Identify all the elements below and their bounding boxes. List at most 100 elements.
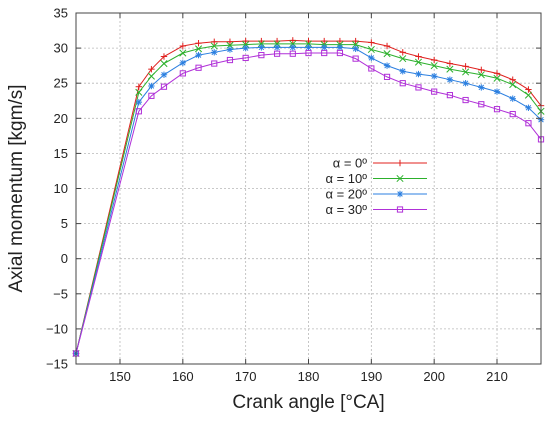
data-point — [135, 88, 143, 96]
y-tick-label: 35 — [54, 6, 68, 21]
legend-entry: α = 30º — [325, 202, 427, 217]
data-point — [289, 40, 297, 48]
data-point — [352, 37, 359, 45]
legend-label: α = 10º — [325, 171, 367, 186]
legend-label: α = 0º — [333, 156, 368, 171]
data-point — [509, 110, 516, 118]
data-point — [160, 71, 168, 78]
data-point — [446, 76, 454, 83]
data-point — [289, 50, 296, 57]
y-tick-label: 20 — [54, 111, 68, 126]
data-point — [415, 84, 422, 91]
data-point — [462, 63, 469, 70]
data-point — [462, 68, 470, 76]
data-point — [195, 39, 202, 47]
data-point — [179, 49, 187, 57]
data-point — [399, 80, 406, 87]
data-point — [383, 42, 391, 50]
x-tick-label: 190 — [360, 369, 382, 384]
y-axis-label: Axial momentum [kgm/s] — [6, 85, 27, 293]
data-point — [525, 86, 532, 93]
data-point — [446, 60, 454, 67]
data-point — [273, 50, 281, 57]
data-point — [160, 53, 168, 60]
data-point — [289, 37, 296, 44]
data-point — [258, 52, 265, 59]
data-point — [179, 42, 187, 50]
data-point — [211, 49, 218, 56]
data-point — [305, 49, 312, 57]
y-tick-label: 10 — [54, 181, 68, 196]
data-point — [148, 65, 155, 73]
data-point — [414, 58, 423, 66]
series-3 — [72, 44, 545, 357]
data-point — [179, 70, 186, 77]
data-point — [211, 38, 218, 45]
data-point — [226, 38, 234, 45]
data-point — [257, 40, 265, 48]
data-point — [430, 62, 438, 70]
data-point — [336, 44, 344, 51]
data-point — [226, 56, 234, 64]
data-point — [446, 92, 453, 99]
legend-entry: α = 20º — [325, 187, 427, 202]
y-tick-label: 15 — [54, 146, 68, 161]
data-point — [399, 68, 406, 75]
data-point — [493, 106, 501, 113]
data-point — [383, 62, 391, 69]
legend-swatch-marker — [396, 190, 404, 198]
data-point — [211, 60, 218, 67]
series-line — [75, 46, 542, 354]
data-point — [525, 120, 532, 127]
data-point — [336, 37, 344, 45]
data-point — [242, 41, 250, 49]
data-point — [462, 80, 469, 87]
data-point — [383, 50, 391, 58]
data-point — [258, 44, 265, 51]
data-point — [478, 84, 485, 91]
data-point — [368, 65, 375, 72]
data-point — [446, 65, 454, 73]
y-tick-label: 30 — [54, 41, 68, 56]
series-line — [75, 52, 542, 354]
data-point — [147, 72, 155, 80]
x-tick-label: 160 — [172, 369, 194, 384]
data-point — [336, 49, 344, 57]
data-point — [273, 40, 281, 48]
series-line — [75, 39, 542, 354]
legend-entry: α = 10º — [325, 171, 427, 186]
data-point — [304, 40, 313, 48]
data-point — [135, 83, 143, 90]
data-point — [305, 44, 312, 51]
x-axis-label: Crank angle [°CA] — [232, 392, 384, 413]
data-point — [509, 76, 516, 83]
x-tick-label: 180 — [298, 369, 320, 384]
y-tick-label: −15 — [46, 357, 68, 372]
legend-label: α = 20º — [325, 187, 367, 202]
y-tick-label: −10 — [46, 321, 68, 336]
data-point — [242, 54, 249, 62]
data-point — [352, 45, 359, 53]
data-point — [415, 70, 422, 78]
x-tick-label: 150 — [109, 369, 131, 384]
data-point — [135, 98, 143, 106]
data-point — [160, 59, 168, 68]
data-point — [352, 55, 359, 62]
data-point — [493, 88, 501, 95]
x-axis-ticks: 150 160 170 180 190 200 210 — [109, 13, 508, 384]
data-point — [509, 81, 517, 89]
x-tick-label: 200 — [423, 369, 445, 384]
data-point — [477, 71, 485, 79]
data-point — [462, 96, 469, 104]
data-point — [383, 73, 391, 80]
series-4 — [72, 49, 545, 357]
data-point — [148, 92, 155, 99]
series-layer — [72, 37, 545, 358]
data-point — [210, 42, 218, 50]
y-tick-label: 0 — [61, 251, 68, 266]
data-point — [368, 54, 375, 62]
data-point — [399, 49, 406, 56]
data-point — [478, 101, 485, 108]
legend-swatch-marker — [396, 159, 404, 167]
